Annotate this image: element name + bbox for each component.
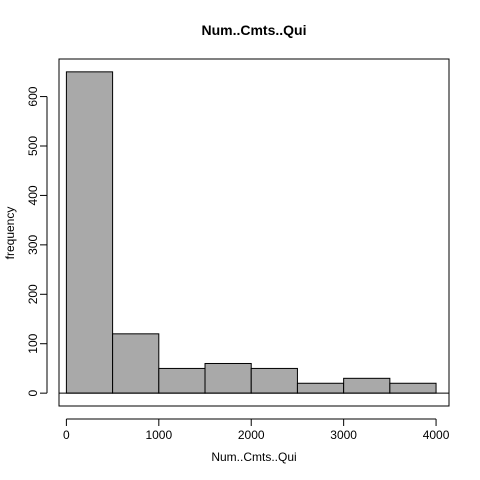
x-axis: 0 1000 2000 3000 4000 <box>63 418 450 442</box>
y-tick-label-3: 300 <box>26 235 40 255</box>
y-axis: 0 100 200 300 400 500 600 <box>26 86 48 396</box>
histogram-bar-0 <box>65 71 114 394</box>
histogram-bar-5 <box>296 382 345 394</box>
histogram-bar-3 <box>204 362 252 394</box>
y-tick-label-0: 0 <box>26 389 40 396</box>
y-tick-label-4: 400 <box>26 185 40 205</box>
x-tick-label-3: 3000 <box>330 428 357 442</box>
y-tick-label-5: 500 <box>26 136 40 156</box>
x-tick-label-2: 2000 <box>238 428 265 442</box>
histogram-bar-1 <box>112 333 160 394</box>
x-axis-label: Num..Cmts..Qui <box>211 450 296 464</box>
histogram-bar-4 <box>250 367 298 394</box>
x-tick-label-4: 4000 <box>423 428 450 442</box>
y-axis-label: frequency <box>3 207 17 260</box>
y-tick-label-6: 600 <box>26 86 40 106</box>
bars-group <box>65 71 437 394</box>
x-tick-label-1: 1000 <box>145 428 172 442</box>
plot-frame <box>58 58 450 407</box>
histogram-bar-7 <box>389 382 437 394</box>
x-tick-label-0: 0 <box>63 428 70 442</box>
histogram-bar-6 <box>343 377 391 394</box>
y-tick-label-2: 200 <box>26 284 40 304</box>
chart-title: Num..Cmts..Qui <box>201 22 306 38</box>
histogram-bar-2 <box>158 367 206 394</box>
y-tick-label-1: 100 <box>26 333 40 353</box>
